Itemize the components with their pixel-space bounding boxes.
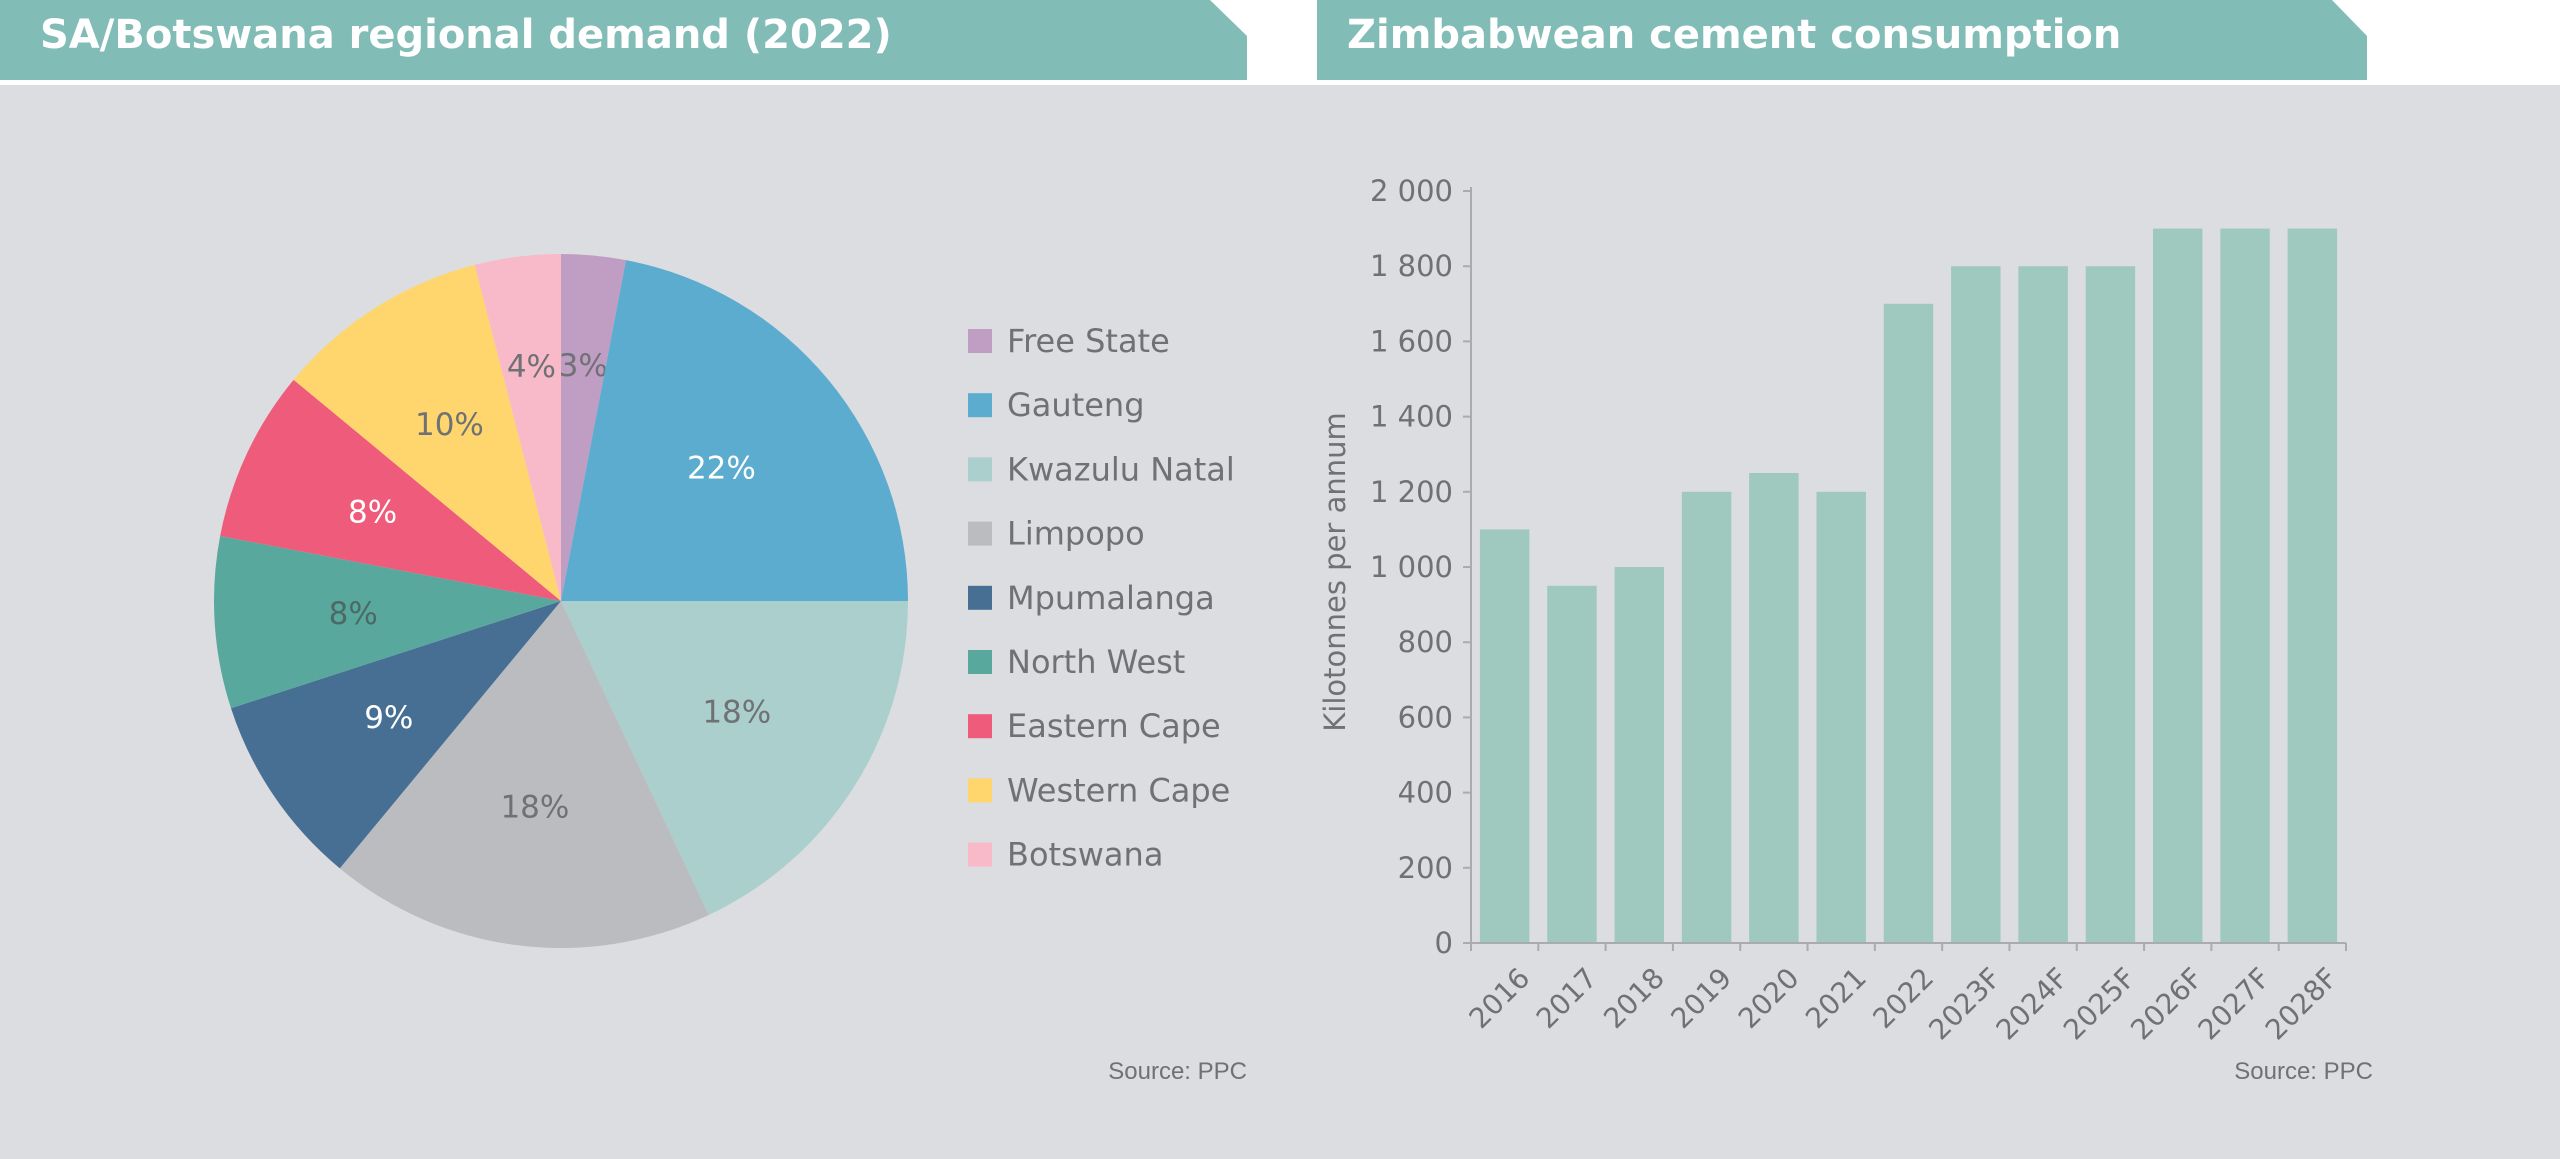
- pie-chart: 3% 22% 18% 18% 9% 8% 8% 10% 4% Free State Gauteng K…: [213, 254, 1235, 948]
- legend-item-mpumalanga: Mpumalanga: [968, 579, 1215, 617]
- legend-item-north-west: North West: [968, 643, 1185, 681]
- pie-slice-label: 10%: [415, 407, 484, 443]
- legend-item-eastern-cape: Eastern Cape: [968, 707, 1221, 745]
- legend-swatch: [968, 842, 992, 867]
- pie-slice-north-west: [213, 535, 561, 709]
- legend-label: Kwazulu Natal: [1007, 450, 1235, 488]
- pie-chart-title: SA/Botswana regional demand (2022): [40, 12, 892, 58]
- pie-slice-eastern-cape: [220, 379, 562, 601]
- pie-slice-label: 3%: [559, 348, 608, 384]
- legend-swatch: [968, 778, 992, 803]
- pie-slice-label: 8%: [329, 596, 378, 632]
- legend-swatch: [968, 457, 992, 482]
- pie-slice-botswana: [474, 254, 561, 601]
- legend-item-limpopo: Limpopo: [968, 515, 1145, 553]
- legend-label: North West: [1007, 643, 1185, 681]
- legend-item-western-cape: Western Cape: [968, 771, 1230, 809]
- bar-panel-header: Zimbabwean cement consumption: [1317, 0, 2367, 80]
- legend-swatch: [968, 714, 992, 739]
- legend-label: Free State: [1007, 322, 1170, 360]
- legend-item-free-state: Free State: [968, 322, 1170, 360]
- pie-slice-mpumalanga: [230, 601, 561, 869]
- pie-slice-western-cape: [293, 264, 561, 601]
- pie-source-note: Source: PPC: [1108, 1058, 1247, 1085]
- legend-label: Western Cape: [1007, 771, 1230, 809]
- legend-label: Gauteng: [1007, 386, 1145, 424]
- pie-slice-label: 18%: [500, 790, 569, 826]
- legend-swatch: [968, 329, 992, 353]
- pie-panel-header: SA/Botswana regional demand (2022): [0, 0, 1247, 80]
- legend-swatch: [968, 393, 992, 418]
- legend-label: Limpopo: [1007, 515, 1145, 553]
- pie-slice-gauteng: [561, 260, 908, 601]
- pie-slice-free-state: [561, 254, 627, 601]
- legend-swatch: [968, 585, 992, 610]
- header-tab-shape: [1317, 0, 2367, 80]
- pie-slice-label: 4%: [507, 349, 556, 385]
- pie-slice-label: 22%: [687, 450, 756, 486]
- bar-source-note: Source: PPC: [2234, 1058, 2373, 1085]
- legend-swatch: [968, 521, 992, 546]
- pie-slice-label: 8%: [348, 494, 397, 530]
- pie-slice-kwazulu-natal: [561, 601, 908, 915]
- legend-swatch: [968, 650, 992, 674]
- pie-slice-label: 9%: [364, 700, 413, 736]
- legend-item-gauteng: Gauteng: [968, 386, 1145, 424]
- legend-label: Eastern Cape: [1007, 707, 1221, 745]
- bar-chart-title: Zimbabwean cement consumption: [1347, 12, 2122, 58]
- pie-slice-limpopo: [339, 601, 709, 948]
- header-tab-shape: [0, 0, 1247, 80]
- pie-slice-label: 18%: [702, 695, 771, 731]
- legend-item-kwazulu-natal: Kwazulu Natal: [968, 450, 1235, 488]
- legend-label: Botswana: [1007, 836, 1163, 874]
- legend-label: Mpumalanga: [1007, 579, 1215, 617]
- legend-item-botswana: Botswana: [968, 836, 1163, 874]
